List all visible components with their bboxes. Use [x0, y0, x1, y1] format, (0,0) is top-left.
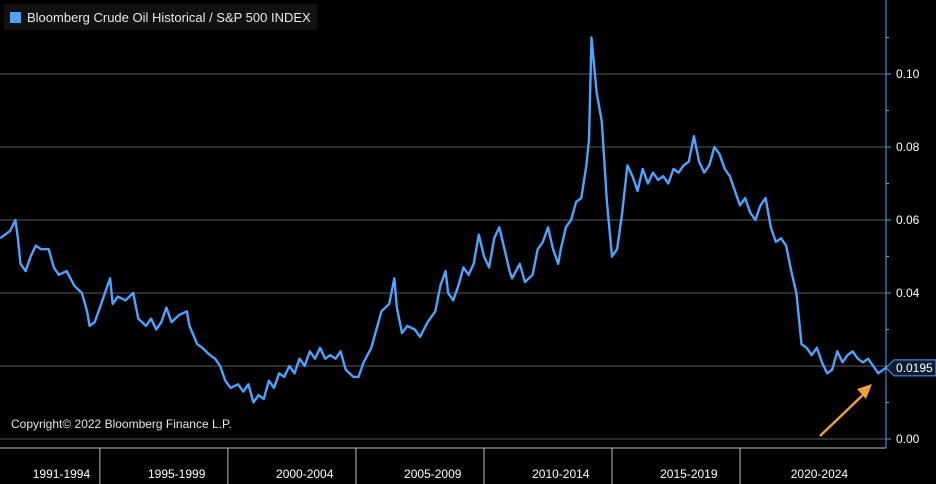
x-tick-label: 2020-2024: [791, 467, 849, 481]
grid-lines: [0, 73, 886, 440]
annotations: 0.0195: [819, 359, 936, 437]
y-tick-label: 0.00: [896, 432, 920, 446]
x-axis: 1991-1994 1995-1999 2000-2004 2005-2009 2010…: [0, 447, 886, 484]
legend-label: Bloomberg Crude Oil Historical / S&P 500…: [27, 9, 311, 25]
y-tick-label: 0.04: [896, 286, 920, 300]
x-tick-label: 2000-2004: [276, 467, 334, 481]
legend[interactable]: Bloomberg Crude Oil Historical / S&P 500…: [4, 4, 317, 30]
x-tick-label: 1991-1994: [33, 467, 91, 481]
last-value-label: 0.0195: [896, 361, 933, 375]
x-tick-label: 1995-1999: [148, 467, 206, 481]
y-axis: 0.00 0.04 0.06 0.08 0.10: [885, 0, 920, 448]
x-tick-label: 2010-2014: [532, 467, 590, 481]
trend-arrow-shaft: [819, 391, 867, 437]
copyright-text: Copyright© 2022 Bloomberg Finance L.P.: [11, 417, 232, 431]
series-line: [0, 36, 887, 404]
x-tick-label: 2005-2009: [404, 467, 462, 481]
y-tick-label: 0.10: [896, 67, 920, 81]
x-tick-label: 2015-2019: [660, 467, 718, 481]
y-tick-label: 0.08: [896, 140, 920, 154]
y-tick-label: 0.06: [896, 213, 920, 227]
trend-arrow-head: [857, 384, 872, 399]
series-layer: [0, 36, 887, 404]
last-value-badge: [885, 359, 936, 377]
legend-swatch: [10, 11, 21, 23]
